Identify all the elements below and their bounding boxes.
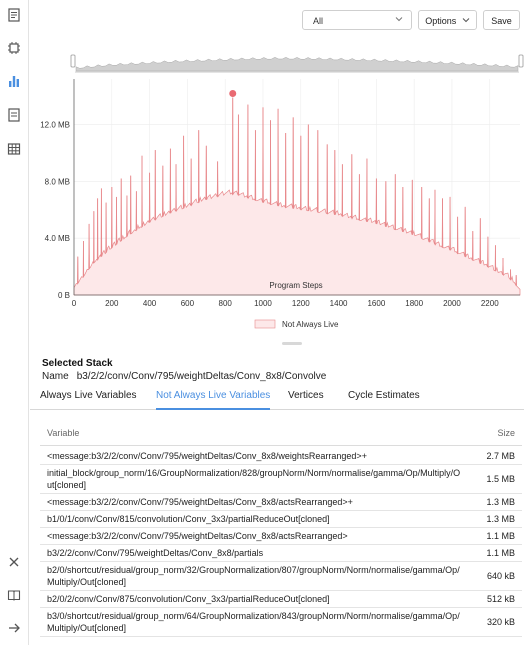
tab-not-always-live[interactable]: Not Always Live Variables [156, 390, 271, 410]
options-button[interactable]: Options [418, 10, 477, 30]
size-cell: 320 kB [486, 617, 515, 627]
x-axis: 0 200 400 600 800 1000 1200 1400 1600 1800 2000 220… [72, 294, 520, 308]
x-tick-label: 1200 [292, 299, 310, 308]
size-cell: 1.1 MB [486, 548, 515, 558]
tab-always-live[interactable]: Always Live Variables [40, 390, 137, 401]
size-cell: 1.5 MB [486, 474, 515, 484]
variable-cell: <message:b3/2/2/conv/Conv/795/weightDelt… [47, 531, 348, 541]
y-tick-label: 0 B [58, 291, 70, 300]
toolbar: All Options Save [0, 10, 530, 30]
selected-stack-title: Selected Stack [42, 358, 113, 369]
size-cell: 1.1 MB [486, 531, 515, 541]
report-icon[interactable] [5, 106, 23, 124]
filter-select[interactable]: All [302, 10, 412, 30]
tab-vertices[interactable]: Vertices [288, 390, 324, 401]
table-icon[interactable] [5, 140, 23, 158]
name-value: b3/2/2/conv/Conv/795/weightDeltas/Conv_8… [76, 371, 327, 382]
filter-select-value: All [313, 16, 324, 26]
document-icon[interactable] [5, 6, 23, 24]
table-row[interactable]: b2/0/2/conv/Conv/875/convolution/Conv_3x… [40, 591, 522, 608]
x-tick-label: 1000 [254, 299, 272, 308]
close-icon[interactable] [5, 553, 23, 571]
tab-cycle-estimates[interactable]: Cycle Estimates [348, 390, 420, 401]
variable-cell: b2/0/shortcut/residual/group_norm/32/Gro… [47, 565, 460, 587]
x-tick-label: 0 [72, 299, 77, 308]
selected-stack-name: Name b3/2/2/conv/Conv/795/weightDeltas/Co… [42, 371, 326, 382]
variable-cell: initial_block/group_norm/16/GroupNormali… [47, 468, 461, 490]
bar-chart-icon[interactable] [5, 72, 23, 90]
variable-cell: b3/0/shortcut/residual/group_norm/64/Gro… [47, 611, 460, 633]
table-row[interactable]: b3/0/shortcut/residual/group_norm/64/Gro… [40, 608, 522, 637]
table-row[interactable]: b3/2/2/conv/Conv/795/weightDeltas/Conv_8… [40, 545, 522, 562]
table-row[interactable]: initial_block/group_norm/16/GroupNormali… [40, 465, 522, 494]
column-header-variable[interactable]: Variable [47, 428, 80, 438]
memory-area [73, 97, 521, 296]
memory-spikes [77, 97, 517, 286]
x-axis-label: Program Steps [269, 281, 322, 290]
chevron-down-icon [462, 16, 470, 26]
brush-handle-right[interactable] [518, 54, 524, 68]
table-header: Variable Size [40, 420, 522, 446]
size-cell: 512 kB [486, 594, 515, 604]
chip-icon[interactable] [5, 39, 23, 57]
x-tick-label: 800 [219, 299, 233, 308]
variable-cell: b1/0/1/conv/Conv/815/convolution/Conv_3x… [47, 514, 330, 524]
arrow-right-icon[interactable] [5, 619, 23, 637]
left-rail [0, 0, 29, 645]
x-tick-label: 1600 [367, 299, 385, 308]
column-header-size[interactable]: Size [497, 428, 515, 438]
variable-cell: <message:b3/2/2/conv/Conv/795/weightDelt… [47, 497, 353, 507]
x-tick-label: 400 [143, 299, 157, 308]
peak-marker[interactable] [229, 89, 237, 97]
options-button-label: Options [425, 16, 457, 26]
variables-table: <message:b3/2/2/conv/Conv/795/weightDelt… [40, 448, 522, 645]
save-button[interactable]: Save [483, 10, 520, 30]
size-cell: 2.7 MB [486, 451, 515, 461]
memory-chart[interactable]: 0 B 4.0 MB 8.0 MB 12.0 MB 0 200 400 600 800 1000… [30, 74, 530, 334]
overview-profile [75, 57, 519, 72]
panel-resize-handle[interactable] [282, 342, 302, 345]
y-tick-label: 4.0 MB [45, 234, 70, 243]
x-tick-label: 600 [181, 299, 195, 308]
table-row[interactable]: <message:b3/2/2/conv/Conv/795/weightDelt… [40, 528, 522, 545]
legend-label[interactable]: Not Always Live [282, 320, 339, 329]
size-cell: 1.3 MB [486, 497, 515, 507]
y-tick-label: 8.0 MB [45, 177, 70, 186]
x-tick-label: 1800 [405, 299, 423, 308]
variable-cell: b3/2/2/conv/Conv/795/weightDeltas/Conv_8… [47, 548, 264, 558]
size-cell: 1.3 MB [486, 514, 515, 524]
variable-cell: <message:b3/2/2/conv/Conv/795/weightDelt… [47, 451, 367, 461]
table-row[interactable]: b1/0/1/conv/Conv/815/convolution/Conv_3x… [40, 511, 522, 528]
x-tick-label: 2000 [443, 299, 461, 308]
x-tick-label: 200 [105, 299, 119, 308]
legend-swatch [254, 319, 276, 329]
book-icon[interactable] [5, 586, 23, 604]
table-row[interactable]: <message:b3/2/2/conv/Conv/795/weightDelt… [40, 448, 522, 465]
y-tick-label: 12.0 MB [40, 120, 70, 129]
size-cell: 640 kB [486, 571, 515, 581]
table-row[interactable]: <message:b3/2/2/conv/Conv/795/weightDelt… [40, 494, 522, 511]
variable-cell: b2/0/2/conv/Conv/875/convolution/Conv_3x… [47, 594, 330, 604]
y-axis: 0 B 4.0 MB 8.0 MB 12.0 MB [40, 79, 75, 300]
chevron-down-icon [395, 15, 403, 25]
x-tick-label: 2200 [481, 299, 499, 308]
x-tick-label: 1400 [330, 299, 348, 308]
name-label: Name [42, 371, 69, 382]
table-row[interactable]: b2/0/shortcut/residual/group_norm/32/Gro… [40, 562, 522, 591]
overview-brush[interactable] [70, 50, 524, 74]
tab-bar: Always Live Variables Not Always Live Va… [30, 388, 524, 410]
brush-handle-left[interactable] [70, 54, 76, 68]
